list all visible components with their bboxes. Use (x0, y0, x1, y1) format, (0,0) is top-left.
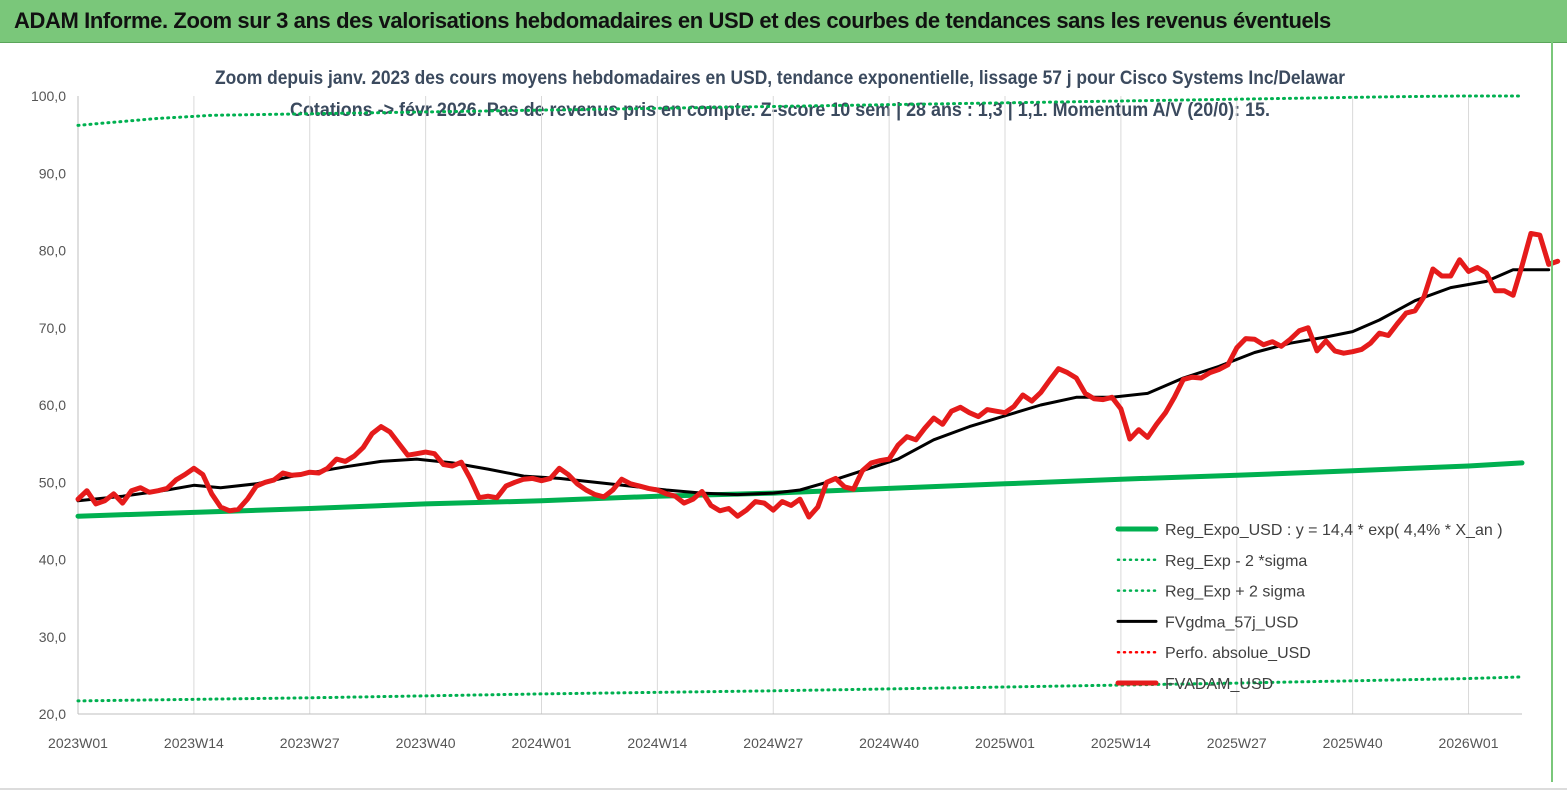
legend-label: Perfo. absolue_USD (1165, 645, 1311, 662)
y-tick-label: 30,0 (39, 629, 66, 645)
x-tick-label: 2024W01 (512, 735, 572, 751)
y-tick-label: 40,0 (39, 552, 66, 568)
x-tick-label: 2025W01 (975, 735, 1035, 751)
frame-rule-bottom (0, 788, 1567, 790)
x-tick-label: 2023W40 (396, 735, 456, 751)
chart-title: Zoom depuis janv. 2023 des cours moyens … (215, 68, 1346, 89)
x-tick-label: 2024W27 (743, 735, 803, 751)
x-tick-label: 2025W40 (1323, 735, 1383, 751)
series-line (75, 231, 1561, 520)
chart-subtitle: Cotations -> févr 2026. Pas de revenus p… (290, 100, 1270, 121)
frame-rule-right (1551, 42, 1553, 782)
x-tick-label: 2026W01 (1439, 735, 1499, 751)
series-line (76, 675, 1524, 703)
y-tick-label: 100,0 (31, 88, 66, 104)
report-title: ADAM Informe. Zoom sur 3 ans des valoris… (14, 8, 1331, 33)
y-tick-label: 80,0 (39, 243, 66, 259)
report-banner: ADAM Informe. Zoom sur 3 ans des valoris… (0, 0, 1567, 43)
x-tick-label: 2024W40 (859, 735, 919, 751)
x-tick-label: 2023W27 (280, 735, 340, 751)
series-line (76, 94, 1524, 127)
valuation-chart: Zoom depuis janv. 2023 des cours moyens … (31, 68, 1561, 751)
x-tick-label: 2025W14 (1091, 735, 1151, 751)
y-tick-label: 50,0 (39, 474, 66, 490)
legend-label: FVADAM_USD (1165, 676, 1273, 693)
x-tick-label: 2023W01 (48, 735, 108, 751)
y-tick-label: 20,0 (39, 706, 66, 722)
series-line (75, 460, 1525, 519)
x-tick-label: 2024W14 (627, 735, 687, 751)
x-tick-label: 2025W27 (1207, 735, 1267, 751)
y-tick-label: 60,0 (39, 397, 66, 413)
legend: Reg_Expo_USD : y = 14,4 * exp( 4,4% * X_… (1115, 522, 1503, 693)
y-tick-label: 90,0 (39, 165, 66, 181)
legend-label: FVgdma_57j_USD (1165, 614, 1298, 631)
legend-label: Reg_Exp - 2 *sigma (1165, 553, 1307, 570)
series-line (76, 268, 1551, 503)
plot-area: 20,0 30,0 40,0 50,0 60,0 70,0 80,0 90,0 100,0 202… (31, 88, 1561, 751)
legend-label: Reg_Exp + 2 sigma (1165, 584, 1305, 601)
y-tick-label: 70,0 (39, 320, 66, 336)
x-tick-label: 2023W14 (164, 735, 224, 751)
legend-label: Reg_Expo_USD : y = 14,4 * exp( 4,4% * X_… (1165, 522, 1503, 539)
